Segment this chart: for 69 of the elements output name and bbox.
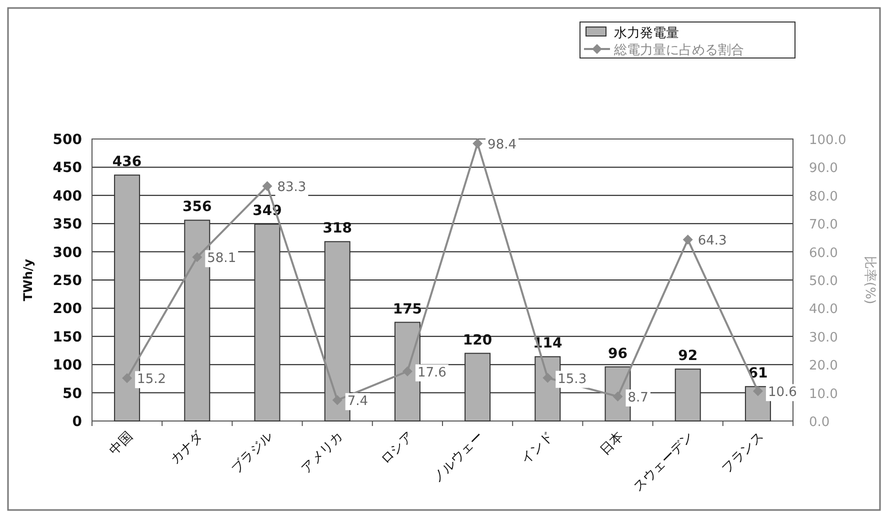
data-label: 96 — [608, 346, 628, 362]
data-label: 17.6 — [417, 365, 446, 380]
x-tick-label: スウェーデン — [630, 429, 697, 495]
y-tick-label: 150 — [52, 329, 82, 346]
data-label: 356 — [182, 199, 212, 216]
legend-label: 総電力量に占める割合 — [613, 43, 744, 58]
x-tick-label: フランス — [719, 429, 767, 477]
y2-axis-title: 比率(%) — [862, 256, 878, 304]
x-tick-label: 日本 — [598, 429, 627, 458]
x-tick-label: アメリカ — [298, 429, 346, 477]
point — [682, 234, 693, 245]
y2-tick-label: 50.0 — [809, 274, 838, 289]
y-tick-label: 100 — [52, 358, 82, 374]
x-tick-label: インド — [518, 429, 556, 468]
data-label: 7.4 — [347, 394, 368, 410]
y-tick-label: 450 — [52, 160, 82, 176]
y2-tick-label: 0.0 — [809, 415, 830, 430]
point — [542, 372, 553, 383]
bar — [534, 356, 561, 422]
point — [752, 386, 763, 396]
x-tick-label: ブラジル — [228, 429, 276, 477]
point — [612, 391, 623, 402]
bar — [674, 368, 701, 422]
bar — [464, 352, 491, 422]
data-label: 318 — [322, 220, 352, 237]
y-tick-label: 200 — [52, 301, 82, 318]
y-axis-title: TWh/y — [21, 258, 35, 302]
point — [472, 138, 483, 149]
x-tick-label: 中国 — [106, 429, 136, 458]
y2-tick-label: 90.0 — [809, 161, 838, 176]
bar — [324, 241, 350, 422]
y2-tick-label: 60.0 — [809, 246, 838, 261]
data-label: 58.1 — [207, 251, 236, 266]
bar — [114, 174, 140, 422]
point — [122, 373, 132, 384]
y2-tick-label: 10.0 — [809, 386, 838, 402]
bar — [394, 322, 420, 422]
y-tick-label: 500 — [52, 132, 82, 148]
data-label: 436 — [112, 154, 142, 170]
data-label: 15.2 — [137, 372, 166, 388]
data-label: 64.3 — [698, 234, 727, 249]
y-tick-label: 0 — [72, 414, 82, 430]
y2-tick-label: 30.0 — [809, 330, 838, 346]
y-tick-label: 300 — [52, 244, 82, 261]
data-label: 10.6 — [768, 385, 797, 400]
bar — [254, 224, 280, 422]
data-label: 120 — [462, 332, 492, 348]
y-tick-label: 250 — [52, 273, 82, 289]
y2-tick-label: 70.0 — [809, 218, 838, 233]
y2-tick-label: 40.0 — [809, 302, 838, 318]
point — [262, 181, 272, 192]
y2-tick-label: 100.0 — [809, 133, 846, 148]
data-label: 92 — [678, 348, 698, 364]
data-label: 98.4 — [488, 138, 517, 153]
y-tick-label: 400 — [52, 188, 82, 204]
y2-tick-label: 80.0 — [809, 189, 838, 204]
x-tick-label: ノルウェー — [430, 429, 486, 486]
y2-tick-label: 20.0 — [809, 358, 838, 374]
point — [402, 366, 412, 376]
y-tick-label: 50 — [62, 386, 82, 402]
point — [332, 395, 342, 406]
point — [192, 252, 202, 262]
x-tick-label: ロシア — [378, 429, 416, 468]
data-label: 8.7 — [628, 390, 648, 406]
legend-label: 水力発電量 — [614, 26, 679, 41]
data-label: 83.3 — [277, 180, 306, 196]
y-tick-label: 350 — [52, 216, 82, 233]
data-label: 15.3 — [558, 372, 587, 387]
x-tick-label: カナダ — [168, 428, 207, 468]
